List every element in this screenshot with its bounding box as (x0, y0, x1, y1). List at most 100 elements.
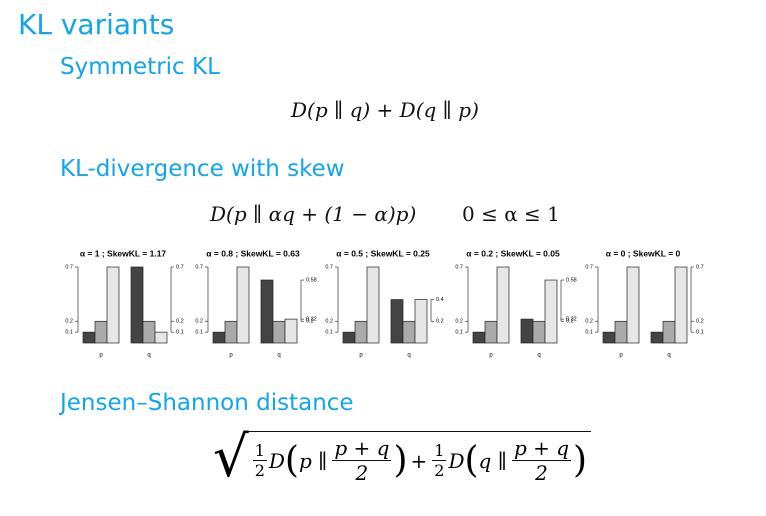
bar (284, 318, 298, 344)
bar (224, 320, 238, 344)
sqrt-sign: √ (213, 425, 249, 490)
numerator: 1 (432, 441, 447, 461)
group-label: p (99, 353, 103, 359)
bar (650, 331, 664, 344)
panel-title: α = 0 ; SkewKL = 0 (606, 248, 681, 258)
paren: ) (573, 440, 588, 481)
tick-label: 0.22 (566, 317, 577, 323)
bar (414, 299, 428, 344)
denominator: 2 (254, 461, 265, 480)
bar (532, 320, 546, 344)
tick-label: 0.2 (455, 319, 463, 325)
panel-title: α = 1 ; SkewKL = 1.17 (80, 248, 167, 258)
denominator: 2 (434, 461, 445, 480)
bar (212, 331, 226, 344)
bar (130, 266, 144, 344)
tick-label: 0.1 (195, 330, 203, 336)
func: D (268, 448, 285, 473)
group-label: q (147, 353, 150, 359)
group-label: p (359, 353, 363, 359)
bar (496, 266, 510, 344)
bar (366, 266, 380, 344)
tick-label: 0.2 (566, 319, 574, 325)
tick-label: 0.7 (585, 264, 593, 270)
panel-title: α = 0.5 ; SkewKL = 0.25 (336, 248, 430, 258)
bar (390, 299, 404, 344)
bar (272, 320, 286, 344)
bar (626, 266, 640, 344)
tick-label: 0.7 (65, 264, 73, 270)
bar (106, 266, 120, 344)
group-label: q (407, 353, 410, 359)
plus: + (410, 448, 428, 473)
numerator: 1 (252, 441, 267, 461)
numerator: p + q (511, 436, 572, 461)
tick-label: 0.58 (566, 277, 577, 283)
denominator: 2 (355, 461, 369, 485)
bar (342, 331, 356, 344)
arg: q ∥ (478, 448, 507, 473)
formula-condition: 0 ≤ α ≤ 1 (462, 202, 560, 226)
tick-label: 0.1 (65, 330, 73, 336)
bar (662, 320, 676, 344)
tick-label: 0.58 (306, 277, 317, 283)
section-heading: KL-divergence with skew (60, 156, 345, 182)
panel-title: α = 0.2 ; SkewKL = 0.05 (466, 248, 560, 258)
bar (82, 331, 96, 344)
tick-label: 0.2 (696, 319, 704, 325)
formula: D(p ∥ q) + D(q ∥ p) (291, 98, 479, 122)
bar (614, 320, 628, 344)
bar (472, 331, 486, 344)
bar (354, 320, 368, 344)
bar (484, 320, 498, 344)
bar (402, 320, 416, 344)
formula: D(p ∥ αq + (1 − α)p) (210, 202, 417, 226)
tick-label: 0.1 (455, 330, 463, 336)
tick-label: 0.1 (325, 330, 333, 336)
js-formula: √ 1 2 D(p ∥ p + q 2) +1 2 D(q ∥ p + q 2) (213, 425, 592, 490)
bar (154, 331, 168, 344)
tick-label: 0.4 (436, 297, 444, 303)
slide-title: KL variants (18, 8, 175, 41)
bar (260, 279, 274, 344)
tick-label: 0.1 (176, 330, 184, 336)
bar (674, 266, 688, 344)
tick-label: 0.2 (436, 319, 444, 325)
tick-label: 0.2 (306, 319, 314, 325)
paren: ) (393, 440, 408, 481)
paren: ( (284, 440, 299, 481)
bar (94, 320, 108, 344)
bar (602, 331, 616, 344)
tick-label: 0.7 (696, 264, 704, 270)
panel-title: α = 0.8 ; SkewKL = 0.63 (206, 248, 300, 258)
skew-panels: α = 1 ; SkewKL = 1.17 0.1 0.2 0.7 0.1 0.2 0.7 p… (65, 248, 704, 359)
group-label: q (537, 353, 540, 359)
denominator: 2 (535, 461, 548, 485)
paren: ( (464, 440, 479, 481)
group-label: q (667, 353, 670, 359)
group-label: p (229, 353, 233, 359)
section-heading: Symmetric KL (60, 54, 220, 80)
func: D (448, 448, 465, 473)
bar (520, 318, 534, 344)
tick-label: 0.22 (306, 317, 317, 323)
group-label: q (277, 353, 280, 359)
tick-label: 0.2 (585, 319, 593, 325)
bar (142, 320, 156, 344)
arg: p ∥ (298, 448, 328, 473)
tick-label: 0.1 (696, 330, 704, 336)
tick-label: 0.7 (325, 264, 333, 270)
bar (236, 266, 250, 344)
section-heading: Jensen–Shannon distance (60, 390, 354, 416)
tick-label: 0.2 (195, 319, 203, 325)
tick-label: 0.7 (176, 264, 184, 270)
tick-label: 0.2 (65, 319, 73, 325)
tick-label: 0.1 (585, 330, 593, 336)
tick-label: 0.7 (455, 264, 463, 270)
bar (544, 279, 558, 344)
